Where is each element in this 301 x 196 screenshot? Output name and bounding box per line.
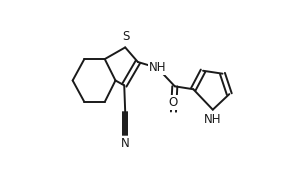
Text: O: O <box>169 96 178 109</box>
Text: NH: NH <box>149 61 166 74</box>
Text: NH: NH <box>204 113 222 125</box>
Text: S: S <box>123 30 130 43</box>
Text: N: N <box>121 137 129 150</box>
